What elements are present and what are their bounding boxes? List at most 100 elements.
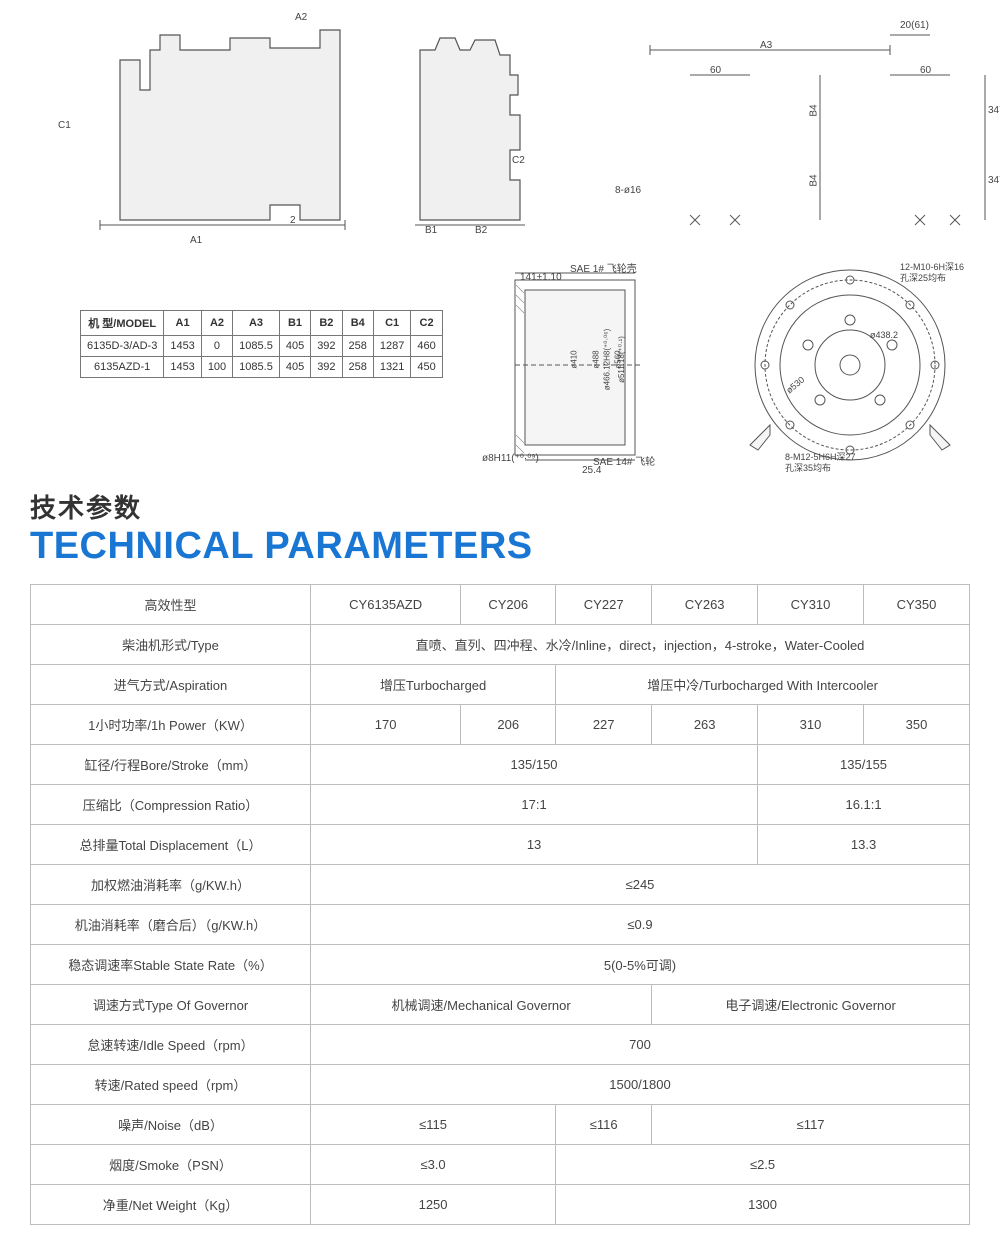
label-347a: 347: [988, 105, 1000, 116]
dim-table-cell: 392: [311, 357, 342, 378]
param-value-cell: CY6135AZD: [311, 585, 461, 625]
param-value-cell: 13.3: [758, 825, 970, 865]
dim-table-cell: 6135D-3/AD-3: [81, 336, 164, 357]
label-o560: ø560: [614, 350, 623, 368]
label-A1: A1: [190, 235, 202, 246]
dim-table-header-cell: A3: [233, 311, 280, 336]
param-label-cell: 调速方式Type Of Governor: [31, 985, 311, 1025]
heading-cn: 技术参数: [30, 488, 970, 525]
param-label-cell: 进气方式/Aspiration: [31, 665, 311, 705]
param-value-cell: CY310: [758, 585, 864, 625]
dim-table-cell: 450: [411, 357, 442, 378]
dim-table-cell: 1085.5: [233, 357, 280, 378]
param-label-cell: 净重/Net Weight（Kg）: [31, 1185, 311, 1225]
label-sae-top: SAE 1# 飞轮壳: [570, 260, 637, 275]
param-label-cell: 加权燃油消耗率（g/KW.h）: [31, 865, 311, 905]
param-value-cell: 227: [556, 705, 652, 745]
label-A3: A3: [760, 40, 772, 51]
param-label-cell: 总排量Total Displacement（L）: [31, 825, 311, 865]
param-label-cell: 柴油机形式/Type: [31, 625, 311, 665]
param-value-cell: 5(0-5%可调): [311, 945, 970, 985]
label-60L: 60: [710, 65, 721, 76]
rear-flange-view: [720, 260, 980, 470]
label-2061: 20(61): [900, 20, 929, 31]
param-value-cell: 增压中冷/Turbocharged With Intercooler: [556, 665, 970, 705]
label-sae-bot: SAE 14# 飞轮: [593, 453, 655, 468]
param-value-cell: CY206: [461, 585, 556, 625]
param-table-row: 噪声/Noise（dB）≤115≤116≤117: [31, 1105, 970, 1145]
param-label-cell: 高效性型: [31, 585, 311, 625]
param-value-cell: 1500/1800: [311, 1065, 970, 1105]
param-value-cell: 135/155: [758, 745, 970, 785]
param-value-cell: CY227: [556, 585, 652, 625]
dim-table-header-cell: B1: [279, 311, 310, 336]
mounting-dimension-view: [590, 20, 990, 230]
dim-table-header-cell: C1: [373, 311, 410, 336]
label-8m12b: 孔深35均布: [785, 461, 831, 474]
param-table-row: 烟度/Smoke（PSN）≤3.0≤2.5: [31, 1145, 970, 1185]
label-o438: ø438.2: [870, 330, 898, 340]
dim-table-cell: 460: [411, 336, 442, 357]
dim-table-cell: 1085.5: [233, 336, 280, 357]
dim-table-cell: 100: [201, 357, 232, 378]
param-table-row: 总排量Total Displacement（L）1313.3: [31, 825, 970, 865]
label-B4b: B4: [809, 174, 820, 186]
param-table-row: 高效性型CY6135AZDCY206CY227CY263CY310CY350: [31, 585, 970, 625]
param-label-cell: 噪声/Noise（dB）: [31, 1105, 311, 1145]
param-value-cell: ≤115: [311, 1105, 556, 1145]
dim-table-header-cell: B2: [311, 311, 342, 336]
param-table-row: 稳态调速率Stable State Rate（%）5(0-5%可调): [31, 945, 970, 985]
dim-table-cell: 258: [342, 357, 373, 378]
param-value-cell: ≤0.9: [311, 905, 970, 945]
param-value-cell: ≤245: [311, 865, 970, 905]
param-table-row: 柴油机形式/Type直喷、直列、四冲程、水冷/Inline，direct，inj…: [31, 625, 970, 665]
label-C1: C1: [58, 120, 71, 131]
param-label-cell: 烟度/Smoke（PSN）: [31, 1145, 311, 1185]
label-o466: ø466.12H8(⁺⁰·⁰⁶): [602, 329, 611, 391]
heading-en: TECHNICAL PARAMETERS: [30, 525, 970, 568]
label-141: 141±1.10: [520, 272, 562, 283]
dim-table-cell: 1287: [373, 336, 410, 357]
param-table-row: 压缩比（Compression Ratio）17:116.1:1: [31, 785, 970, 825]
parameter-table: 高效性型CY6135AZDCY206CY227CY263CY310CY350柴油…: [30, 584, 970, 1225]
label-347b: 347: [988, 175, 1000, 186]
param-value-cell: 1300: [556, 1185, 970, 1225]
param-value-cell: ≤117: [652, 1105, 970, 1145]
label-B4a: B4: [809, 104, 820, 116]
param-value-cell: ≤116: [556, 1105, 652, 1145]
dim-table-cell: 405: [279, 357, 310, 378]
label-o8H11: ø8H11(⁺⁰·⁰⁹): [482, 453, 539, 464]
param-table-row: 净重/Net Weight（Kg）12501300: [31, 1185, 970, 1225]
page-root: A2 C1 A1 2 B1 B2 C2: [0, 0, 1000, 1255]
param-label-cell: 压缩比（Compression Ratio）: [31, 785, 311, 825]
param-label-cell: 怠速转速/Idle Speed（rpm）: [31, 1025, 311, 1065]
flywheel-section: [480, 265, 690, 475]
dim-table-header-cell: A2: [201, 311, 232, 336]
param-label-cell: 缸径/行程Bore/Stroke（mm）: [31, 745, 311, 785]
label-o488: ø488: [592, 350, 601, 368]
dim-table-cell: 6135AZD-1: [81, 357, 164, 378]
param-label-cell: 稳态调速率Stable State Rate（%）: [31, 945, 311, 985]
dim-table-cell: 405: [279, 336, 310, 357]
label-8o16: 8-ø16: [615, 185, 641, 196]
dim-table-cell: 1453: [164, 336, 201, 357]
dim-table-header-row: 机 型/MODELA1A2A3B1B2B4C1C2: [81, 311, 443, 336]
param-value-cell: 350: [863, 705, 969, 745]
label-B2: B2: [475, 225, 487, 236]
param-value-cell: ≤2.5: [556, 1145, 970, 1185]
param-table-body: 高效性型CY6135AZDCY206CY227CY263CY310CY350柴油…: [31, 585, 970, 1225]
param-value-cell: CY263: [652, 585, 758, 625]
param-value-cell: 700: [311, 1025, 970, 1065]
param-table-row: 1小时功率/1h Power（KW）170206227263310350: [31, 705, 970, 745]
dimension-table: 机 型/MODELA1A2A3B1B2B4C1C2 6135D-3/AD-314…: [80, 310, 443, 378]
param-value-cell: 1250: [311, 1185, 556, 1225]
diagram-area: A2 C1 A1 2 B1 B2 C2: [30, 10, 970, 480]
param-table-row: 机油消耗率（磨合后）（g/KW.h）≤0.9: [31, 905, 970, 945]
param-value-cell: 13: [311, 825, 758, 865]
param-value-cell: 电子调速/Electronic Governor: [652, 985, 970, 1025]
dim-table-header-cell: B4: [342, 311, 373, 336]
param-value-cell: 机械调速/Mechanical Governor: [311, 985, 652, 1025]
param-value-cell: 135/150: [311, 745, 758, 785]
engine-front-view: [400, 20, 540, 230]
label-B1: B1: [425, 225, 437, 236]
